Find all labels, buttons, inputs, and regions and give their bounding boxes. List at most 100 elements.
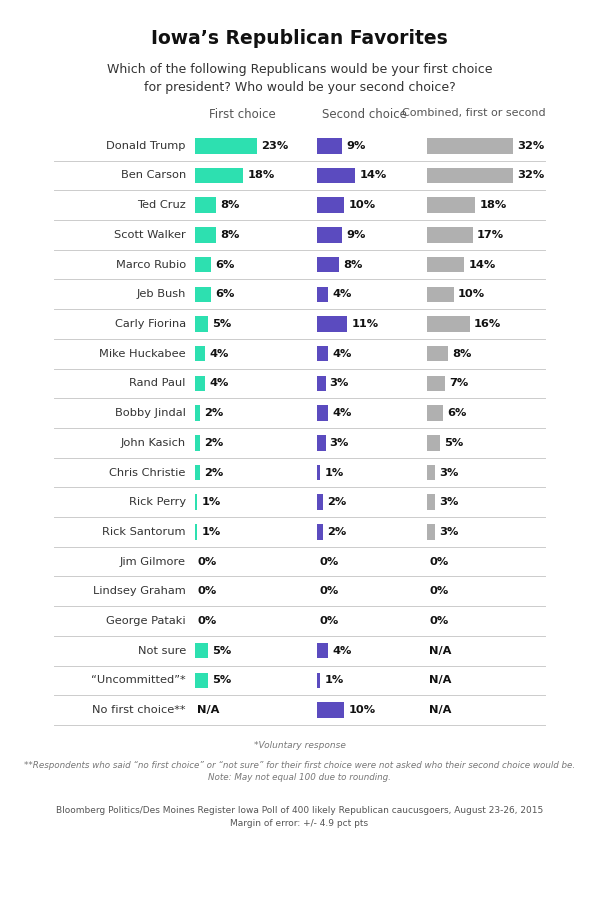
Text: Which of the following Republicans would be your first choice
for president? Who: Which of the following Republicans would… xyxy=(107,63,492,94)
Text: 5%: 5% xyxy=(212,319,231,329)
Text: Not sure: Not sure xyxy=(138,645,186,656)
Bar xyxy=(426,524,435,540)
Bar xyxy=(317,643,328,659)
Text: 32%: 32% xyxy=(517,170,544,181)
Bar xyxy=(195,643,208,659)
Bar xyxy=(195,346,205,362)
Text: Iowa’s Republican Favorites: Iowa’s Republican Favorites xyxy=(151,29,448,48)
Text: 6%: 6% xyxy=(215,259,234,270)
Text: Ben Carson: Ben Carson xyxy=(120,170,186,181)
Text: Jim Gilmore: Jim Gilmore xyxy=(120,556,186,567)
Text: 14%: 14% xyxy=(359,170,387,181)
Bar xyxy=(426,494,435,510)
Text: 6%: 6% xyxy=(447,408,466,418)
Text: 0%: 0% xyxy=(320,586,339,597)
Text: N/A: N/A xyxy=(429,705,452,716)
Bar xyxy=(426,375,446,392)
Bar xyxy=(426,138,513,154)
Text: 3%: 3% xyxy=(438,526,458,537)
Text: 2%: 2% xyxy=(327,497,346,508)
Text: 7%: 7% xyxy=(449,378,469,389)
Bar xyxy=(317,464,320,481)
Text: 1%: 1% xyxy=(324,467,343,478)
Bar xyxy=(426,286,453,302)
Text: 2%: 2% xyxy=(204,408,223,418)
Bar xyxy=(426,435,440,451)
Text: 14%: 14% xyxy=(468,259,496,270)
Text: 8%: 8% xyxy=(343,259,362,270)
Text: Bobby Jindal: Bobby Jindal xyxy=(115,408,186,418)
Text: Ted Cruz: Ted Cruz xyxy=(137,200,186,211)
Text: 9%: 9% xyxy=(346,230,365,240)
Bar xyxy=(317,494,323,510)
Text: Rick Perry: Rick Perry xyxy=(129,497,186,508)
Text: 1%: 1% xyxy=(201,526,220,537)
Text: 3%: 3% xyxy=(438,497,458,508)
Text: Carly Fiorina: Carly Fiorina xyxy=(114,319,186,329)
Text: **Respondents who said “no first choice” or “not sure” for their first choice we: **Respondents who said “no first choice”… xyxy=(24,761,575,782)
Text: 2%: 2% xyxy=(204,437,223,448)
Text: 11%: 11% xyxy=(351,319,379,329)
Bar xyxy=(195,227,216,243)
Text: Chris Christie: Chris Christie xyxy=(110,467,186,478)
Bar xyxy=(195,197,216,213)
Bar xyxy=(195,138,257,154)
Bar xyxy=(195,464,200,481)
Bar xyxy=(195,435,200,451)
Text: 4%: 4% xyxy=(332,348,352,359)
Text: “Uncommitted”*: “Uncommitted”* xyxy=(91,675,186,686)
Text: Marco Rubio: Marco Rubio xyxy=(116,259,186,270)
Bar xyxy=(195,524,197,540)
Text: 3%: 3% xyxy=(438,467,458,478)
Text: 0%: 0% xyxy=(429,616,448,626)
Text: Rand Paul: Rand Paul xyxy=(129,378,186,389)
Text: 0%: 0% xyxy=(429,586,448,597)
Bar xyxy=(317,256,339,273)
Text: 0%: 0% xyxy=(197,586,216,597)
Bar xyxy=(317,197,344,213)
Text: 1%: 1% xyxy=(201,497,220,508)
Text: 1%: 1% xyxy=(324,675,343,686)
Text: 2%: 2% xyxy=(204,467,223,478)
Bar xyxy=(317,138,342,154)
Bar xyxy=(317,316,347,332)
Bar xyxy=(426,405,443,421)
Text: 3%: 3% xyxy=(329,437,349,448)
Bar xyxy=(317,286,328,302)
Text: 0%: 0% xyxy=(429,556,448,567)
Bar xyxy=(195,256,211,273)
Text: Lindsey Graham: Lindsey Graham xyxy=(93,586,186,597)
Text: Scott Walker: Scott Walker xyxy=(114,230,186,240)
Text: 0%: 0% xyxy=(197,556,216,567)
Text: N/A: N/A xyxy=(197,705,219,716)
Bar xyxy=(317,346,328,362)
Text: 17%: 17% xyxy=(477,230,504,240)
Text: First choice: First choice xyxy=(208,108,276,121)
Text: George Pataki: George Pataki xyxy=(106,616,186,626)
Text: Second choice: Second choice xyxy=(322,108,407,121)
Bar xyxy=(426,464,435,481)
Text: 4%: 4% xyxy=(210,378,229,389)
Bar xyxy=(426,346,448,362)
Text: 10%: 10% xyxy=(349,200,376,211)
Bar xyxy=(195,286,211,302)
Text: John Kasich: John Kasich xyxy=(120,437,186,448)
Text: 5%: 5% xyxy=(444,437,464,448)
Text: 0%: 0% xyxy=(320,616,339,626)
Text: 8%: 8% xyxy=(220,230,240,240)
Bar xyxy=(426,167,513,184)
Bar xyxy=(195,405,200,421)
Text: 4%: 4% xyxy=(332,645,352,656)
Bar xyxy=(317,435,325,451)
Text: Bloomberg Politics/Des Moines Register Iowa Poll of 400 likely Republican caucus: Bloomberg Politics/Des Moines Register I… xyxy=(56,806,543,828)
Bar xyxy=(195,494,197,510)
Text: Jeb Bush: Jeb Bush xyxy=(137,289,186,300)
Bar xyxy=(317,227,342,243)
Text: *Voluntary response: *Voluntary response xyxy=(253,742,346,751)
Text: 4%: 4% xyxy=(332,408,352,418)
Text: 6%: 6% xyxy=(215,289,234,300)
Bar xyxy=(195,167,243,184)
Text: 16%: 16% xyxy=(474,319,501,329)
Bar xyxy=(317,524,323,540)
Text: Donald Trump: Donald Trump xyxy=(106,140,186,151)
